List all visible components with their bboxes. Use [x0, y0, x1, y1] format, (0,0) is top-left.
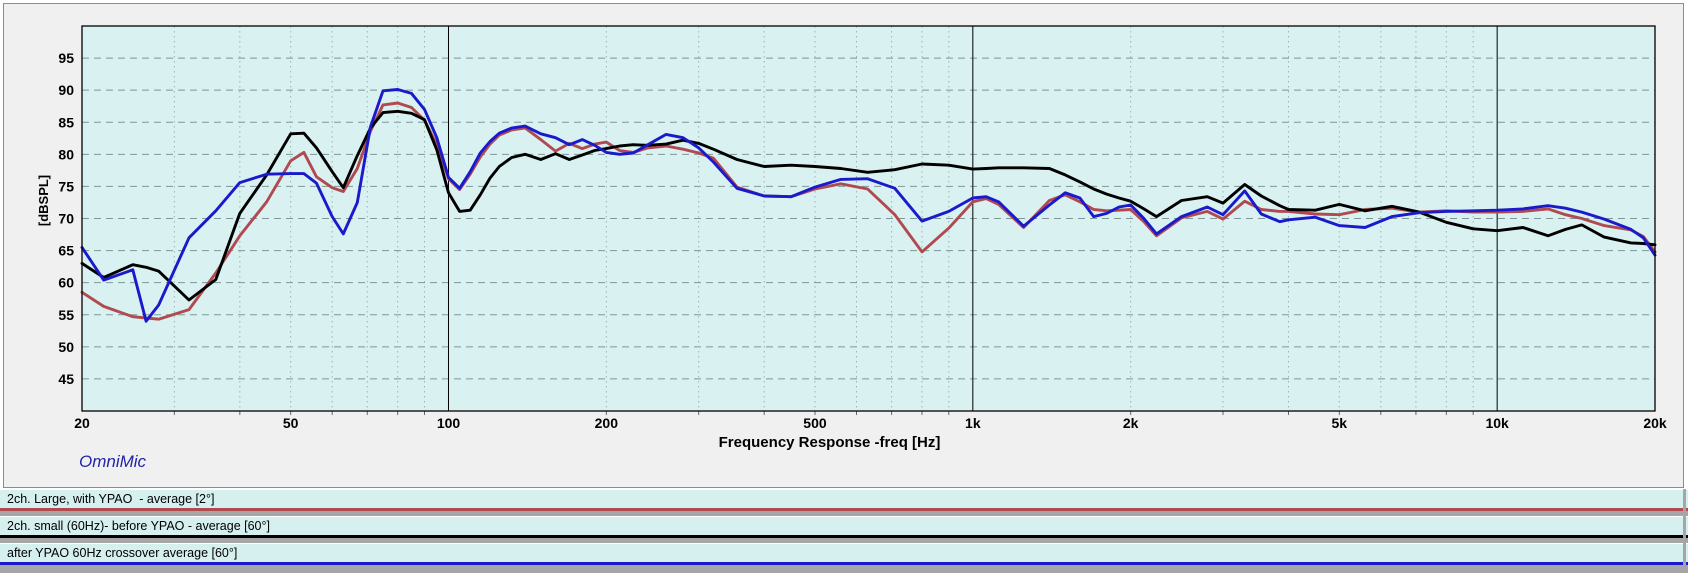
legend-area: 2ch. Large, with YPAO - average [2°] 2ch… — [0, 489, 1688, 573]
plot-border — [81, 25, 1656, 412]
y-tick-label-85: 85 — [58, 114, 74, 130]
y-axis-title: [dBSPL] — [36, 175, 51, 226]
y-tick-label-75: 75 — [58, 178, 74, 194]
curve-series-1 — [80, 109, 1657, 302]
legend-color-line-blue — [0, 562, 1688, 565]
omnimic-logo-text: OmniMic — [79, 452, 147, 471]
legend-row-black[interactable]: 2ch. small (60Hz)- before YPAO - average… — [0, 516, 1688, 538]
y-tick-label-50: 50 — [58, 339, 74, 355]
y-tick-label-95: 95 — [58, 50, 74, 66]
frequency-response-plot: 45 50 55 60 65 70 75 80 85 90 95 20 50 100 200 500 1k 2k 5… — [36, 25, 1667, 451]
x-tick-label-5k: 5k — [1332, 415, 1348, 431]
legend-row-blue[interactable]: after YPAO 60Hz crossover average [60°] — [0, 543, 1688, 565]
legend-color-line-black — [0, 535, 1688, 538]
x-tick-label-500: 500 — [803, 415, 827, 431]
x-tick-label-200: 200 — [595, 415, 619, 431]
y-tick-label-65: 65 — [58, 243, 74, 259]
legend-row-red[interactable]: 2ch. Large, with YPAO - average [2°] — [0, 489, 1688, 511]
x-tick-label-20: 20 — [74, 415, 90, 431]
legend-right-bar — [1683, 489, 1686, 573]
y-tick-label-60: 60 — [58, 275, 74, 291]
y-tick-label-55: 55 — [58, 307, 74, 323]
x-tick-label-20k: 20k — [1643, 415, 1667, 431]
x-axis-title: Frequency Response -freq [Hz] — [719, 434, 941, 451]
x-tick-label-2k: 2k — [1123, 415, 1139, 431]
y-tick-label-45: 45 — [58, 371, 74, 387]
x-tick-label-100: 100 — [437, 415, 461, 431]
omnimic-chart-panel: 45 50 55 60 65 70 75 80 85 90 95 20 50 100 200 500 1k 2k 5… — [3, 3, 1684, 488]
y-tick-label-90: 90 — [58, 82, 74, 98]
legend-label-black: 2ch. small (60Hz)- before YPAO - average… — [7, 519, 270, 533]
curve-series-2 — [80, 88, 1657, 323]
legend-label-red: 2ch. Large, with YPAO - average [2°] — [7, 492, 215, 506]
x-tick-label-1k: 1k — [965, 415, 981, 431]
legend-color-line-red — [0, 508, 1688, 511]
legend-label-blue: after YPAO 60Hz crossover average [60°] — [7, 546, 238, 560]
x-tick-label-10k: 10k — [1485, 415, 1509, 431]
y-tick-label-70: 70 — [58, 211, 74, 227]
y-tick-label-80: 80 — [58, 146, 74, 162]
x-tick-label-50: 50 — [283, 415, 299, 431]
